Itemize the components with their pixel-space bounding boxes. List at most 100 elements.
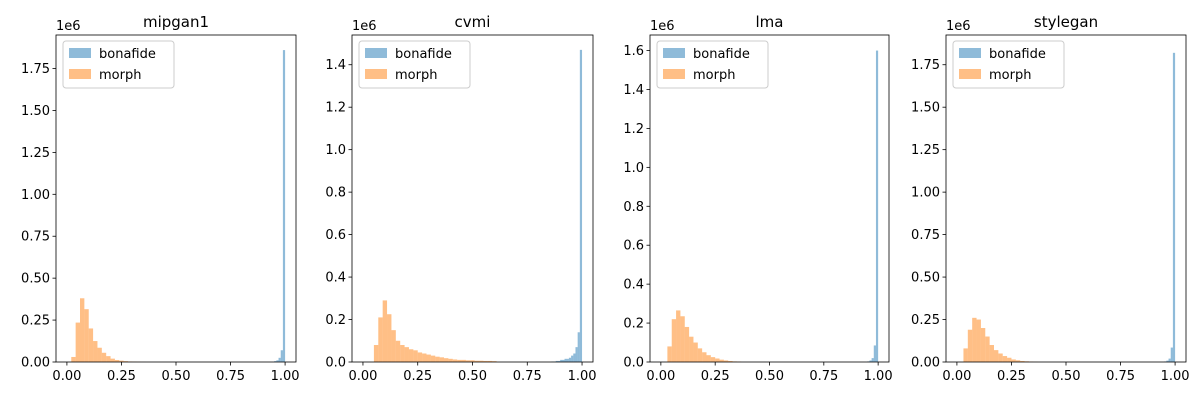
histogram-bar bbox=[671, 319, 677, 362]
x-tick-label: 0.75 bbox=[809, 369, 838, 384]
histogram-bar bbox=[492, 361, 497, 362]
histogram-bar bbox=[702, 352, 707, 362]
legend-swatch bbox=[69, 69, 91, 79]
histogram-bar bbox=[575, 347, 578, 362]
plot-area bbox=[71, 50, 286, 362]
histogram-bar bbox=[457, 359, 462, 362]
histogram-bar bbox=[448, 358, 453, 362]
legend-label: bonafide bbox=[693, 47, 750, 62]
histogram-bar bbox=[110, 358, 115, 362]
legend-label: bonafide bbox=[99, 47, 156, 62]
x-tick-label: 0.00 bbox=[646, 369, 675, 384]
plot-area bbox=[667, 50, 879, 362]
panel-cvmi: 0.00 0.25 0.50 0.75 1.00 0.0 0.2 0.4 0.6 0.8 1.0 1.… bbox=[325, 13, 596, 384]
histogram-bar bbox=[684, 326, 690, 362]
y-tick-label: 0.0 bbox=[325, 356, 346, 371]
x-tick-label: 0.25 bbox=[997, 369, 1026, 384]
legend-swatch bbox=[959, 69, 981, 79]
histogram-bar bbox=[400, 345, 405, 362]
y-tick-label: 1.2 bbox=[623, 122, 644, 137]
legend: bonafide morph bbox=[62, 40, 175, 89]
y-tick-label: 1.25 bbox=[21, 146, 50, 161]
x-tick-label: 0.50 bbox=[755, 369, 784, 384]
y-tick-label: 1.00 bbox=[21, 188, 50, 203]
x-tick-label: 1.00 bbox=[271, 369, 300, 384]
y-tick-label: 0.0 bbox=[623, 356, 644, 371]
histogram-bar bbox=[989, 345, 994, 362]
legend-swatch bbox=[69, 48, 91, 58]
histogram-bar bbox=[706, 355, 711, 362]
plot-area bbox=[963, 52, 1176, 362]
legend-label: morph bbox=[693, 68, 735, 83]
histogram-bar bbox=[689, 336, 694, 362]
y-tick-label: 0.25 bbox=[21, 314, 50, 329]
series-morph bbox=[963, 317, 1038, 362]
histogram-bar bbox=[564, 358, 569, 362]
x-tick-label: 0.50 bbox=[1052, 369, 1081, 384]
panel-title: mipgan1 bbox=[143, 13, 209, 31]
legend-label: morph bbox=[99, 68, 141, 83]
legend-swatch bbox=[663, 48, 685, 58]
y-tick-label: 1.2 bbox=[325, 101, 346, 116]
y-offset-label: 1e6 bbox=[56, 19, 81, 34]
histogram-bar bbox=[715, 358, 720, 362]
histogram-bar bbox=[387, 314, 392, 362]
histogram-bar bbox=[680, 316, 685, 362]
histogram-bar bbox=[483, 360, 488, 362]
histogram-bar bbox=[119, 360, 124, 362]
legend-swatch bbox=[365, 69, 387, 79]
y-tick-label: 0.4 bbox=[325, 271, 346, 286]
histogram-bar bbox=[413, 350, 418, 362]
legend-label: bonafide bbox=[989, 47, 1046, 62]
histogram-bar bbox=[1166, 360, 1169, 362]
histogram-bar bbox=[1002, 356, 1008, 362]
histogram-bar bbox=[106, 356, 111, 362]
panel-title: cvmi bbox=[455, 13, 491, 31]
y-tick-label: 0.6 bbox=[325, 228, 346, 243]
histogram-bar bbox=[465, 360, 471, 362]
y-offset-label: 1e6 bbox=[946, 19, 971, 34]
histogram-bar bbox=[1011, 359, 1016, 362]
y-tick-label: 0.75 bbox=[21, 230, 50, 245]
x-tick-label: 0.25 bbox=[107, 369, 136, 384]
series-morph bbox=[71, 298, 146, 362]
histogram-bar bbox=[404, 347, 409, 362]
x-tick-label: 0.50 bbox=[458, 369, 487, 384]
y-tick-label: 1.25 bbox=[911, 143, 940, 158]
histogram-bar bbox=[873, 345, 876, 362]
y-tick-label: 1.50 bbox=[21, 104, 50, 119]
histogram-bar bbox=[430, 355, 436, 362]
histogram-bar bbox=[568, 357, 572, 362]
series-morph bbox=[373, 300, 497, 362]
histogram-bar bbox=[426, 354, 431, 362]
histogram-bar bbox=[980, 328, 986, 362]
histogram-bar bbox=[1007, 357, 1012, 362]
histogram-bar bbox=[994, 350, 999, 362]
panel-stylegan: 0.00 0.25 0.50 0.75 1.00 0.00 0.25 0.50 0.75 1.00… bbox=[911, 13, 1190, 384]
y-tick-label: 0.2 bbox=[623, 317, 644, 332]
x-tick-label: 0.00 bbox=[52, 369, 81, 384]
histogram-bar bbox=[80, 298, 85, 362]
histogram-bar bbox=[1015, 360, 1021, 362]
y-tick-label: 0.2 bbox=[325, 313, 346, 328]
panel-lma: 0.00 0.25 0.50 0.75 1.00 0.0 0.2 0.4 0.6 0.8 1.0 1.… bbox=[623, 13, 892, 384]
legend: bonafide morph bbox=[656, 40, 769, 89]
histogram-bar bbox=[1170, 347, 1173, 362]
histogram-bar bbox=[479, 360, 484, 362]
histogram-bar bbox=[382, 300, 388, 362]
x-tick-label: 0.75 bbox=[216, 369, 245, 384]
y-tick-label: 0.25 bbox=[911, 313, 940, 328]
y-tick-label: 0.8 bbox=[623, 200, 644, 215]
histogram-bar bbox=[967, 329, 973, 362]
histogram-bar bbox=[280, 350, 283, 362]
histogram-bar bbox=[282, 50, 286, 362]
histogram-bar bbox=[75, 322, 80, 362]
x-tick-label: 0.25 bbox=[701, 369, 730, 384]
histogram-bar bbox=[417, 352, 423, 362]
histogram-bar bbox=[373, 345, 379, 362]
histogram-bar bbox=[88, 328, 94, 362]
legend: bonafide morph bbox=[358, 40, 471, 89]
y-tick-label: 1.4 bbox=[325, 58, 346, 73]
histogram-bar bbox=[1020, 360, 1025, 362]
histogram-bar bbox=[697, 348, 703, 362]
